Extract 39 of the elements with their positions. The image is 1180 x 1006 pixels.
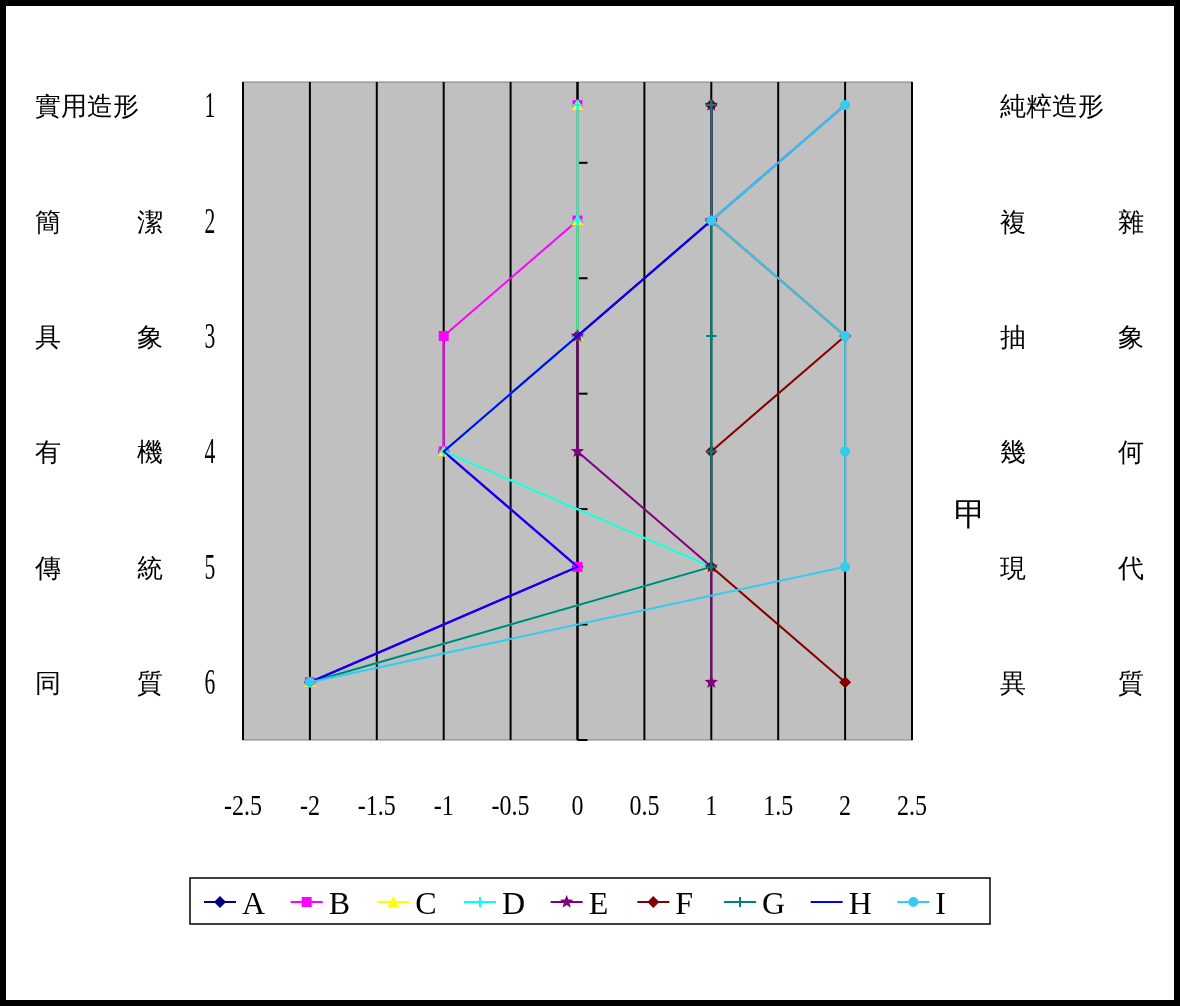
x-tick-label: -2.5	[224, 788, 262, 822]
x-tick-label: -1.5	[357, 788, 396, 822]
category-label: 簡潔	[35, 206, 163, 237]
y2-tick-label: 純粹造形	[1000, 91, 1104, 122]
legend-label: H	[848, 885, 872, 921]
legend-label: F	[675, 885, 694, 921]
x-tick-label: 0	[571, 788, 584, 822]
y2-tick-label: 異質	[1000, 668, 1144, 699]
legend-label: B	[328, 885, 351, 921]
y-tick-label: 3	[204, 316, 216, 356]
legend-label: I	[935, 885, 946, 921]
legend-label: D	[502, 885, 526, 921]
y-tick-label: 6	[204, 662, 216, 702]
y-tick-label: 2	[204, 201, 216, 240]
y2-tick-label: 複雜	[1000, 206, 1144, 237]
y2-tick-label: 幾何	[1000, 437, 1144, 468]
x-tick-label: 1	[705, 788, 718, 822]
legend-label: G	[762, 885, 786, 921]
category-label: 同質	[35, 668, 163, 699]
legend-label: E	[588, 885, 609, 921]
x-tick-label: 1.5	[763, 788, 794, 822]
legend-label: A	[242, 885, 266, 921]
y-tick-label: 4	[204, 431, 216, 471]
category-label: 傳統	[35, 552, 163, 583]
x-tick-label: -1	[433, 788, 454, 822]
category-label: 實用造形	[35, 91, 139, 122]
y-tick-label: 1	[204, 85, 216, 125]
y2-tick-label: 抽象	[1000, 321, 1144, 352]
x-tick-label: -0.5	[491, 788, 530, 822]
category-label: 有機	[35, 437, 163, 468]
y-tick-label: 5	[204, 547, 216, 587]
x-tick-label: -2	[299, 788, 320, 822]
y2-axis-title: 甲	[954, 495, 986, 533]
x-tick-label: 0.5	[629, 788, 660, 822]
category-label: 具象	[35, 321, 163, 352]
legend-label: C	[415, 885, 437, 921]
x-tick-label: 2	[839, 788, 852, 822]
x-tick-label: 2.5	[897, 788, 927, 822]
y2-tick-label: 現代	[1000, 552, 1144, 583]
